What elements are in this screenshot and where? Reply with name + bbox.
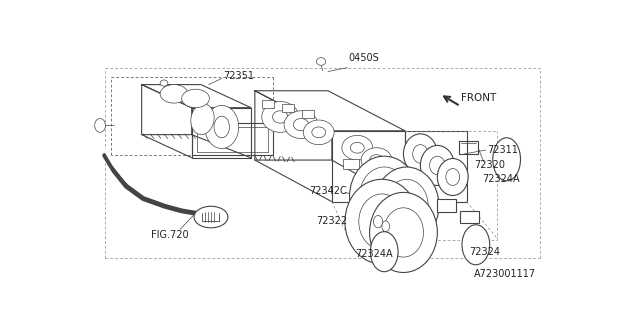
FancyBboxPatch shape xyxy=(262,100,274,108)
Ellipse shape xyxy=(369,155,383,165)
Ellipse shape xyxy=(374,167,439,244)
Text: 72324: 72324 xyxy=(470,247,500,258)
Ellipse shape xyxy=(273,111,288,123)
Text: 72322: 72322 xyxy=(316,216,348,226)
Ellipse shape xyxy=(312,127,326,138)
Text: A723001117: A723001117 xyxy=(474,269,536,279)
Ellipse shape xyxy=(194,206,228,228)
Ellipse shape xyxy=(205,105,239,148)
Ellipse shape xyxy=(303,120,334,145)
Ellipse shape xyxy=(262,101,299,132)
Text: FIG.720: FIG.720 xyxy=(151,230,189,240)
Ellipse shape xyxy=(437,158,468,196)
Text: 72342C: 72342C xyxy=(308,186,346,196)
Ellipse shape xyxy=(316,58,326,65)
Ellipse shape xyxy=(160,84,188,103)
Ellipse shape xyxy=(420,145,454,186)
Text: 72320: 72320 xyxy=(474,160,506,171)
Ellipse shape xyxy=(373,215,383,228)
FancyBboxPatch shape xyxy=(302,110,314,118)
Ellipse shape xyxy=(349,156,419,236)
Ellipse shape xyxy=(342,135,372,160)
Ellipse shape xyxy=(361,148,392,172)
Text: FRONT: FRONT xyxy=(461,93,497,103)
Ellipse shape xyxy=(214,116,230,138)
Text: 72324A: 72324A xyxy=(355,249,392,259)
Ellipse shape xyxy=(379,160,406,182)
Ellipse shape xyxy=(350,142,364,153)
Ellipse shape xyxy=(413,145,428,163)
Text: 72311: 72311 xyxy=(488,145,518,155)
Ellipse shape xyxy=(369,192,437,273)
Ellipse shape xyxy=(462,225,490,265)
Ellipse shape xyxy=(382,221,390,232)
Ellipse shape xyxy=(191,104,214,134)
Ellipse shape xyxy=(403,134,437,174)
FancyBboxPatch shape xyxy=(344,158,359,169)
Ellipse shape xyxy=(160,80,168,86)
FancyBboxPatch shape xyxy=(437,199,456,212)
FancyBboxPatch shape xyxy=(282,104,294,112)
Ellipse shape xyxy=(429,156,445,175)
Ellipse shape xyxy=(493,138,520,181)
Text: 72324A: 72324A xyxy=(482,174,520,184)
Ellipse shape xyxy=(345,179,419,264)
Ellipse shape xyxy=(359,194,405,249)
Text: 72351: 72351 xyxy=(223,71,254,81)
Ellipse shape xyxy=(284,111,318,139)
Ellipse shape xyxy=(383,208,424,257)
Ellipse shape xyxy=(446,169,460,186)
Ellipse shape xyxy=(360,167,409,226)
Ellipse shape xyxy=(385,179,428,232)
FancyBboxPatch shape xyxy=(460,211,479,223)
Text: 0450S: 0450S xyxy=(349,53,380,63)
Ellipse shape xyxy=(371,232,398,272)
Ellipse shape xyxy=(182,89,209,108)
Ellipse shape xyxy=(95,118,106,132)
Ellipse shape xyxy=(293,118,308,131)
